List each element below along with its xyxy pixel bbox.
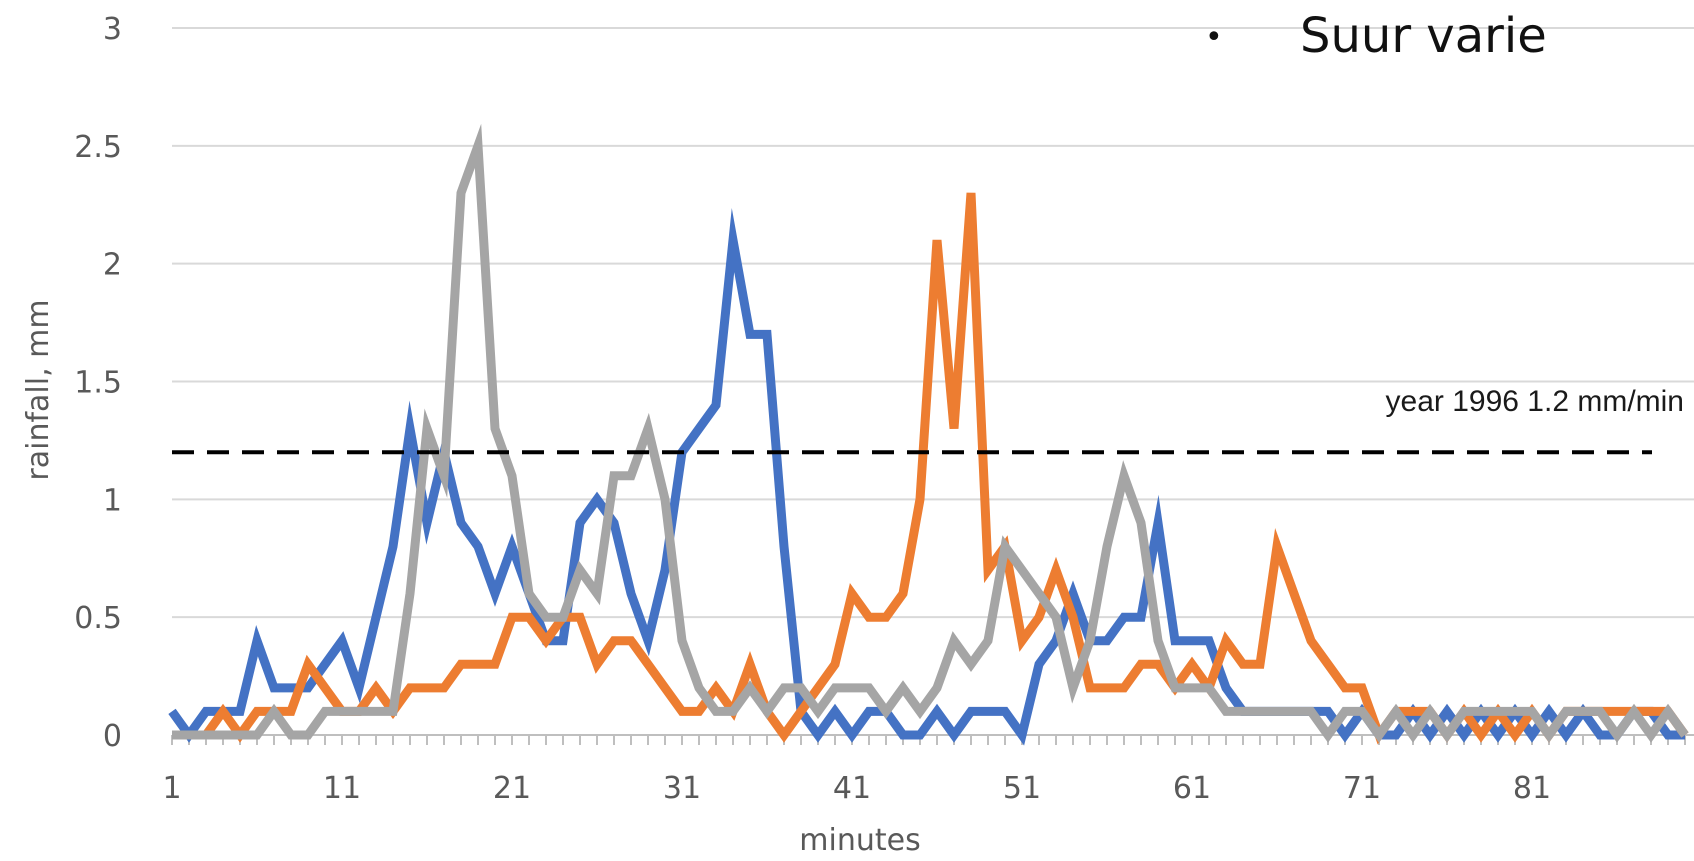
y-tick-label: 3	[103, 12, 122, 47]
y-axis-title: rainfall, mm	[21, 299, 56, 480]
x-tick-label: 21	[493, 771, 531, 806]
y-tick-label: 1.5	[74, 366, 122, 401]
y-axis-tick-labels: 0 0.5 1 1.5 2 2.5 3	[74, 12, 122, 754]
x-axis-title: minutes	[799, 823, 920, 858]
y-tick-label: 2	[103, 248, 122, 283]
x-tick-label: 61	[1173, 771, 1211, 806]
series-lines	[168, 123, 1689, 746]
x-tick-label: 81	[1513, 771, 1551, 806]
y-tick-label: 2.5	[74, 130, 122, 165]
series-line-1	[168, 207, 1685, 746]
overlay-bullet-text: Suur varie	[1300, 8, 1547, 64]
x-axis-tick-labels: 1 11 21 31 41 51 61 71 81	[162, 771, 1551, 806]
x-tick-label: 11	[323, 771, 361, 806]
bullet-icon: •	[1205, 20, 1223, 55]
x-tick-label: 41	[833, 771, 871, 806]
x-tick-label: 31	[663, 771, 701, 806]
x-tick-label: 71	[1343, 771, 1381, 806]
y-tick-label: 0.5	[74, 601, 122, 636]
x-tick-label: 51	[1003, 771, 1041, 806]
y-tick-label: 1	[103, 483, 122, 518]
reference-line-label: year 1996 1.2 mm/min	[1386, 385, 1684, 418]
y-tick-label: 0	[103, 719, 122, 754]
x-tick-label: 1	[162, 771, 181, 806]
series-line-3	[172, 123, 1689, 743]
